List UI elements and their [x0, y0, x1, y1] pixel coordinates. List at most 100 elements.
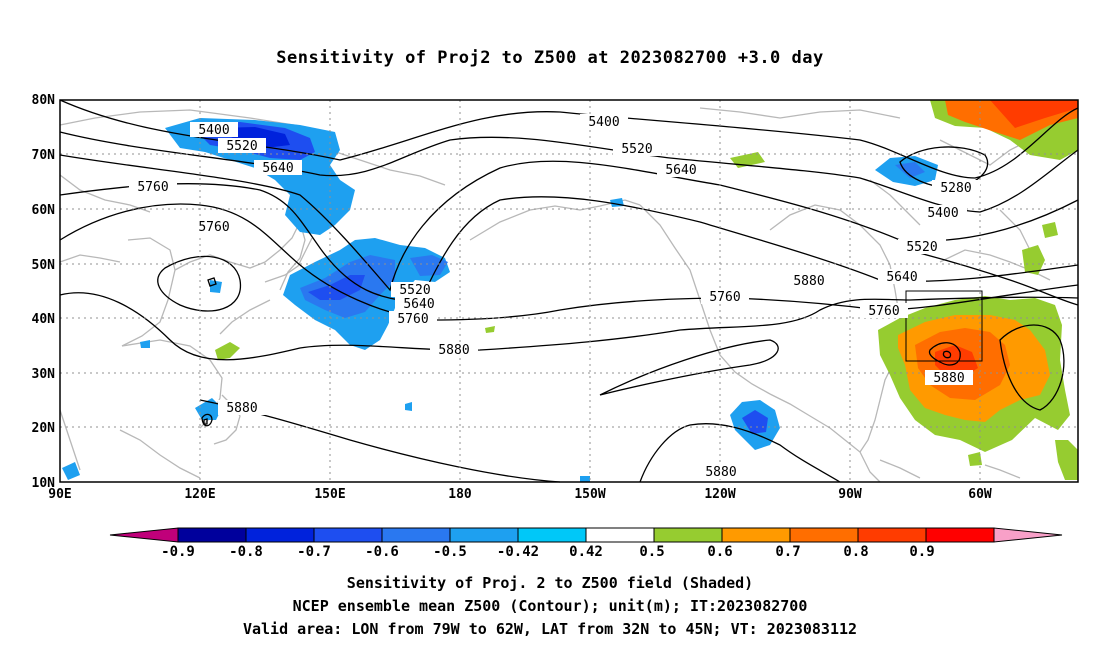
svg-text:5400: 5400 [198, 123, 229, 138]
svg-text:5640: 5640 [262, 161, 293, 176]
contour-label: 5640 [395, 296, 443, 312]
colorbar-segment [653, 527, 723, 543]
contour-label: 5520 [391, 282, 439, 298]
svg-text:5760: 5760 [709, 290, 740, 305]
colorbar-segment [177, 527, 247, 543]
contour-label: 5520 [898, 239, 946, 255]
colorbar-segment [789, 527, 859, 543]
contour-label: 5760 [129, 179, 177, 195]
contour-label: 5880 [697, 464, 745, 480]
colorbar-segment [449, 527, 519, 543]
caption-line-1: Sensitivity of Proj. 2 to Z500 field (Sh… [346, 574, 754, 592]
lat-label: 40N [32, 312, 56, 327]
colorbar-label: 0.9 [909, 544, 934, 560]
contour-label: 5640 [878, 269, 926, 285]
colorbar-label: -0.8 [229, 544, 263, 560]
lon-label: 60W [968, 487, 992, 502]
contour-label: 5400 [919, 205, 967, 221]
svg-text:5880: 5880 [438, 343, 469, 358]
lon-label: 120W [704, 487, 735, 502]
lat-label: 30N [32, 367, 56, 382]
colorbar-label: 0.7 [775, 544, 800, 560]
svg-text:5640: 5640 [886, 270, 917, 285]
colorbar-segment [925, 527, 995, 543]
contour-label: 5760 [860, 303, 908, 319]
contour-label: 5760 [701, 289, 749, 305]
contour-label: 5400 [580, 114, 628, 130]
colorbar-labels: -0.9 -0.8 -0.7 -0.6 -0.5 -0.42 0.42 0.5 … [161, 544, 935, 560]
colorbar-segment [721, 527, 791, 543]
lon-label: 90E [48, 487, 71, 502]
svg-text:5760: 5760 [397, 312, 428, 327]
svg-text:5520: 5520 [906, 240, 937, 255]
colorbar-segment [313, 527, 383, 543]
svg-text:5640: 5640 [665, 163, 696, 178]
colorbar-label: 0.6 [707, 544, 732, 560]
svg-text:5760: 5760 [868, 304, 899, 319]
svg-text:5520: 5520 [399, 283, 430, 298]
colorbar-right-arrow [993, 527, 1063, 543]
caption-line-2: NCEP ensemble mean Z500 (Contour); unit(… [292, 597, 808, 615]
lat-label: 70N [32, 148, 56, 163]
colorbar-segment [381, 527, 451, 543]
contour-label: 5760 [389, 311, 437, 327]
lon-label: 180 [448, 487, 472, 502]
lat-label: 10N [32, 476, 56, 491]
valid-area-box [905, 290, 983, 362]
colorbar-label: 0.5 [639, 544, 664, 560]
svg-text:5760: 5760 [198, 220, 229, 235]
colorbar-label: -0.6 [365, 544, 399, 560]
svg-text:5760: 5760 [137, 180, 168, 195]
lon-labels: 90E 120E 150E 180 150W 120W 90W 60W [48, 487, 992, 502]
contour-label: 5640 [254, 160, 302, 176]
lat-labels: 80N 70N 60N 50N 40N 30N 20N 10N [32, 93, 56, 491]
chart-title: Sensitivity of Proj2 to Z500 at 20230827… [276, 48, 824, 68]
map-frame [59, 99, 1079, 483]
svg-text:5880: 5880 [226, 401, 257, 416]
contour-label: 5880 [785, 273, 833, 289]
colorbar-segment [857, 527, 927, 543]
colorbar [109, 527, 1063, 543]
contour-label: 5520 [613, 141, 661, 157]
svg-text:5880: 5880 [793, 274, 824, 289]
colorbar-left-arrow [109, 527, 179, 543]
lat-label: 50N [32, 258, 56, 273]
svg-text:5880: 5880 [933, 371, 964, 386]
colorbar-label: -0.9 [161, 544, 195, 560]
lat-label: 80N [32, 93, 56, 108]
contour-label: 5520 [218, 138, 266, 154]
lon-label: 150W [574, 487, 605, 502]
svg-text:5280: 5280 [940, 181, 971, 196]
contour-label: 5280 [932, 180, 980, 196]
colorbar-segment [245, 527, 315, 543]
svg-text:5400: 5400 [588, 115, 619, 130]
gridlines [60, 100, 1078, 482]
lon-label: 90W [838, 487, 862, 502]
svg-text:5520: 5520 [226, 139, 257, 154]
colorbar-segment [585, 527, 655, 543]
colorbar-label: 0.8 [843, 544, 868, 560]
contour-label: 5880 [218, 400, 266, 416]
contour-label: 5400 [190, 122, 238, 138]
colorbar-label: 0.42 [569, 544, 603, 560]
lon-label: 120E [184, 487, 215, 502]
svg-text:5400: 5400 [927, 206, 958, 221]
svg-text:5520: 5520 [621, 142, 652, 157]
colorbar-segment [517, 527, 587, 543]
caption-line-3: Valid area: LON from 79W to 62W, LAT fro… [242, 620, 858, 638]
svg-text:5880: 5880 [705, 465, 736, 480]
svg-text:5640: 5640 [403, 297, 434, 312]
contour-label: 5880 [925, 370, 973, 386]
contour-label: 5760 [190, 219, 238, 235]
contour-label: 5880 [430, 342, 478, 358]
contour-label: 5640 [657, 162, 705, 178]
contour-labels: 5400 5520 5640 5760 5400 5520 5640 5760 … [129, 114, 980, 480]
shaded-positive [215, 100, 1078, 480]
colorbar-label: -0.42 [497, 544, 539, 560]
lat-label: 60N [32, 203, 56, 218]
lat-label: 20N [32, 421, 56, 436]
colorbar-label: -0.7 [297, 544, 331, 560]
lon-label: 150E [314, 487, 345, 502]
colorbar-label: -0.5 [433, 544, 467, 560]
